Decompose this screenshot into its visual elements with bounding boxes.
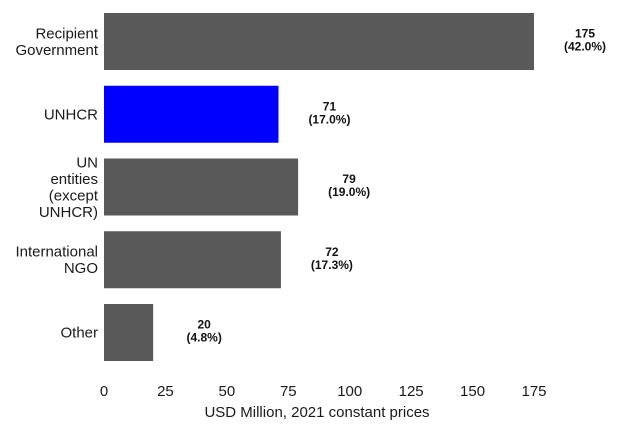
- x-tick-label-4: 100: [337, 383, 362, 400]
- value-label-0: 175: [575, 27, 595, 41]
- category-label-line: UNHCR): [39, 204, 98, 221]
- percent-label-4: (4.8%): [186, 331, 221, 345]
- bars-group: [104, 13, 534, 361]
- category-label-line: Recipient: [35, 25, 98, 42]
- category-label-line: International: [15, 244, 98, 261]
- x-tick-label-2: 50: [219, 383, 236, 400]
- x-tick-label-3: 75: [280, 383, 297, 400]
- x-tick-label-6: 150: [460, 383, 485, 400]
- value-label-1: 71: [323, 99, 337, 113]
- x-axis-title: USD Million, 2021 constant prices: [204, 404, 429, 421]
- value-label-4: 20: [197, 318, 211, 332]
- bar-4: [104, 304, 154, 361]
- category-labels-group: Recipient Government UNHCR UN entities (excep…: [15, 25, 98, 341]
- category-label-line: NGO: [64, 260, 98, 277]
- value-label-2: 79: [342, 172, 356, 186]
- category-label-1: UNHCR: [44, 106, 98, 123]
- bar-0: [104, 13, 534, 70]
- value-labels-group: 175(42.0%) 71(17.0%) 79(19.0%) 72(17.3%) 20(…: [186, 27, 606, 345]
- percent-label-2: (19.0%): [328, 185, 370, 199]
- value-label-3: 72: [325, 245, 339, 259]
- category-label-3: International NGO: [15, 244, 98, 278]
- category-label-line: Government: [15, 42, 98, 59]
- category-label-line: UNHCR: [44, 106, 98, 123]
- percent-label-1: (17.0%): [308, 112, 350, 126]
- category-label-line: Other: [60, 325, 98, 342]
- bar-2: [104, 158, 299, 216]
- category-label-2: UN entities (except UNHCR): [39, 154, 99, 221]
- category-label-4: Other: [60, 325, 98, 342]
- bar-1: [104, 85, 279, 143]
- category-label-line: entities: [50, 171, 98, 188]
- x-axis-ticks-group: 0 25 50 75 100 125 150 175: [100, 383, 547, 400]
- percent-label-3: (17.3%): [311, 258, 353, 272]
- category-label-line: (except: [49, 187, 99, 204]
- x-tick-label-0: 0: [100, 383, 108, 400]
- percent-label-0: (42.0%): [564, 40, 606, 54]
- x-tick-label-1: 25: [157, 383, 174, 400]
- x-tick-label-7: 175: [521, 383, 546, 400]
- x-tick-label-5: 125: [399, 383, 424, 400]
- category-label-0: Recipient Government: [15, 25, 98, 59]
- category-label-line: UN: [76, 154, 98, 171]
- bar-3: [104, 231, 281, 289]
